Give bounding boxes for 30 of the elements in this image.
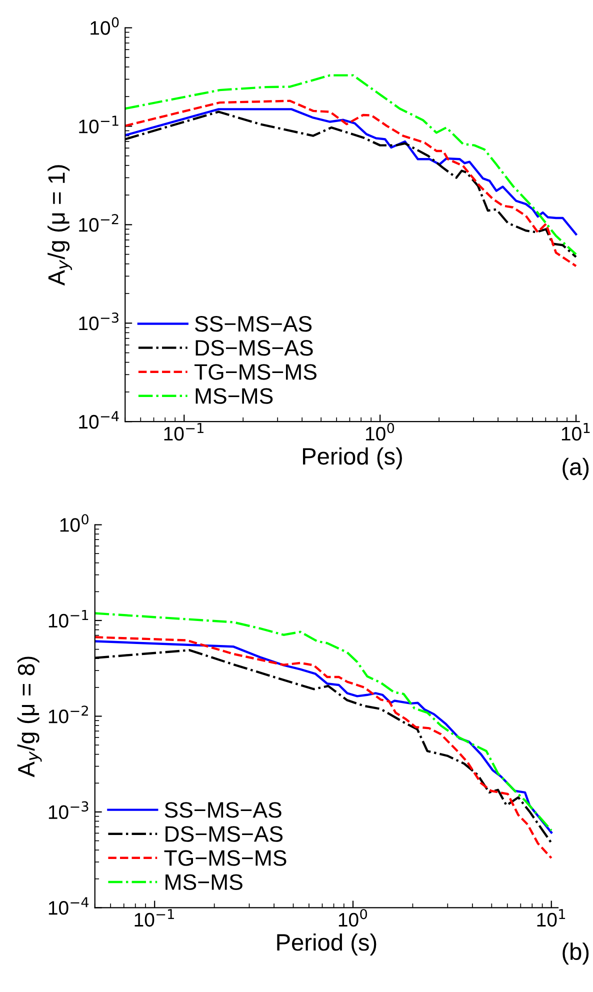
y-tick-label: 10$^{0}$ bbox=[60, 514, 88, 532]
y-axis-title: A$_{y}$/g (μ = 8) bbox=[17, 656, 42, 778]
text: (a) bbox=[562, 458, 589, 480]
x-tick-label: 10$^{0}$ bbox=[366, 422, 394, 441]
legend-label: MS−MS bbox=[196, 388, 273, 404]
x-axis-title: Period (s) bbox=[303, 447, 402, 470]
legend-label: SS−MS−AS bbox=[164, 802, 282, 818]
y-tick-label: 10$^{−4}$ bbox=[48, 897, 89, 915]
y-tick-label: 10$^{−2}$ bbox=[48, 706, 88, 724]
y-tick-label: 10$^{0}$ bbox=[90, 17, 119, 35]
legend-label: MS−MS bbox=[166, 874, 242, 890]
legend-label: DS−MS−AS bbox=[166, 826, 283, 842]
x-tick-label: 10$^{1}$ bbox=[562, 423, 590, 441]
y-axis-title: A$_{y}$/g (μ = 1) bbox=[48, 165, 72, 286]
x-tick-label: 10$^{−1}$ bbox=[164, 423, 204, 441]
y-tick-label: 10$^{−3}$ bbox=[79, 312, 118, 330]
legend-label: TG−MS−MS bbox=[194, 364, 316, 380]
x-tick-label: 10$^{0}$ bbox=[338, 908, 368, 927]
text: (b) bbox=[562, 942, 589, 965]
y-tick-label: 10$^{−3}$ bbox=[48, 801, 88, 820]
legend-label: DS−MS−AS bbox=[196, 340, 313, 356]
legend-label: SS−MS−AS bbox=[195, 316, 312, 332]
x-tick-label: 10$^{−1}$ bbox=[134, 909, 174, 927]
x-axis-title: Period (s) bbox=[277, 933, 376, 956]
y-tick-label: 10$^{−2}$ bbox=[79, 214, 118, 232]
x-tick-label: 10$^{1}$ bbox=[537, 909, 566, 927]
y-tick-label: 10$^{−1}$ bbox=[79, 116, 118, 134]
y-tick-label: 10$^{−4}$ bbox=[79, 411, 119, 429]
legend-label: TG−MS−MS bbox=[164, 850, 286, 866]
y-tick-label: 10$^{−1}$ bbox=[48, 610, 88, 628]
